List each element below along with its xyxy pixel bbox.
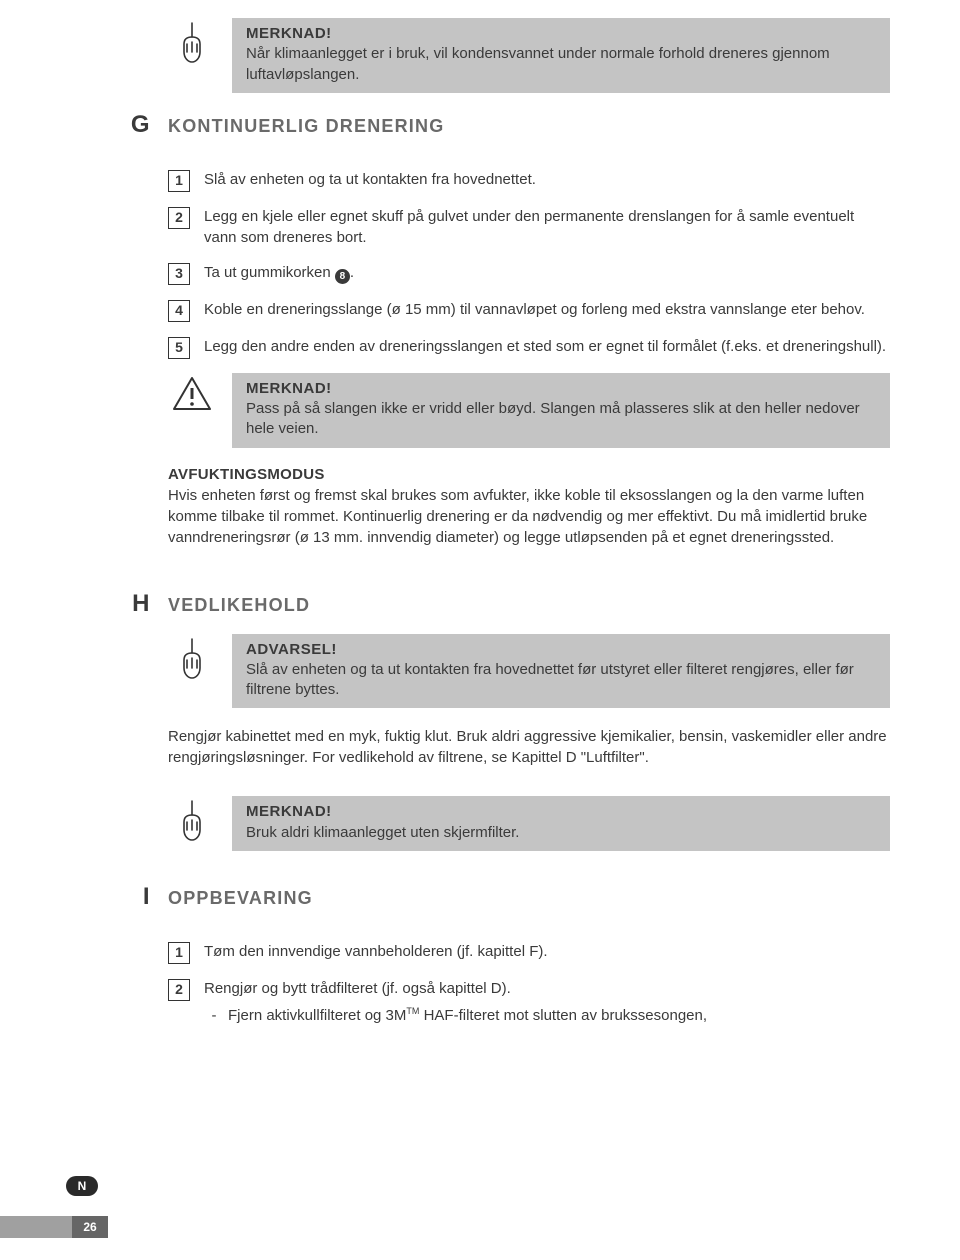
- step-text: Legg en kjele eller egnet skuff på gulve…: [204, 206, 890, 248]
- step-g-5: 5 Legg den andre enden av dreneringsslan…: [168, 336, 890, 359]
- section-heading-h: VEDLIKEHOLD: [168, 595, 310, 616]
- step-text: Legg den andre enden av dreneringsslange…: [204, 336, 890, 357]
- step-number: 2: [168, 979, 190, 1001]
- step-text: Slå av enheten og ta ut kontakten fra ho…: [204, 169, 890, 190]
- section-heading-g: KONTINUERLIG DRENERING: [168, 116, 444, 137]
- reference-circle-8: 8: [335, 269, 350, 284]
- callout-title: ADVARSEL!: [246, 641, 337, 658]
- step-number: 1: [168, 170, 190, 192]
- callout-merknad-1: MERKNAD! Når klimaanlegget er i bruk, vi…: [168, 18, 890, 93]
- callout-advarsel: ADVARSEL! Slå av enheten og ta ut kontak…: [168, 634, 890, 709]
- callout-merknad-2: MERKNAD! Pass på så slangen ikke er vrid…: [168, 373, 890, 448]
- section-h-header: H VEDLIKEHOLD: [40, 590, 890, 618]
- page-number: 26: [72, 1216, 108, 1238]
- step-text-part: Ta ut gummikorken: [204, 264, 335, 281]
- section-letter-i: I: [40, 883, 168, 911]
- step-number: 5: [168, 337, 190, 359]
- callout-merknad-3: MERKNAD! Bruk aldri klimaanlegget uten s…: [168, 796, 890, 851]
- callout-body: Når klimaanlegget er i bruk, vil kondens…: [246, 45, 830, 82]
- step-i-1: 1 Tøm den innvendige vannbeholderen (jf.…: [168, 941, 890, 964]
- paragraph-avfukting: Hvis enheten først og fremst skal brukes…: [168, 485, 890, 548]
- section-i-header: I OPPBEVARING: [40, 883, 890, 911]
- hand-point-icon: [168, 18, 216, 66]
- step-text: Rengjør og bytt trådfilteret (jf. også k…: [204, 978, 890, 999]
- hand-point-icon: [168, 634, 216, 682]
- step-number: 1: [168, 942, 190, 964]
- callout-body: Bruk aldri klimaanlegget uten skjermfilt…: [246, 824, 519, 841]
- step-g-4: 4 Koble en dreneringsslange (ø 15 mm) ti…: [168, 299, 890, 322]
- warning-triangle-icon: [168, 373, 216, 413]
- callout-body: Slå av enheten og ta ut kontakten fra ho…: [246, 661, 854, 698]
- bullet-text: Fjern aktivkullfilteret og 3MTM HAF-filt…: [228, 1005, 707, 1026]
- step-g-3: 3 Ta ut gummikorken 8.: [168, 262, 890, 285]
- step-text-part: .: [350, 264, 354, 281]
- step-text: Koble en dreneringsslange (ø 15 mm) til …: [204, 299, 890, 320]
- bullet-text-part: HAF-filteret mot slutten av brukssesonge…: [419, 1007, 707, 1024]
- trademark-symbol: TM: [406, 1006, 419, 1016]
- step-g-1: 1 Slå av enheten og ta ut kontakten fra …: [168, 169, 890, 192]
- subheading-avfukting: AVFUKTINGSMODUS: [168, 466, 890, 483]
- section-heading-i: OPPBEVARING: [168, 888, 313, 909]
- section-letter-g: G: [40, 111, 168, 139]
- language-badge: N: [66, 1176, 98, 1196]
- section-g-header: G KONTINUERLIG DRENERING: [40, 111, 890, 139]
- step-i-2: 2 Rengjør og bytt trådfilteret (jf. også…: [168, 978, 890, 1001]
- callout-title: MERKNAD!: [246, 803, 332, 820]
- step-text: Ta ut gummikorken 8.: [204, 262, 890, 285]
- step-number: 2: [168, 207, 190, 229]
- bullet-text-part: Fjern aktivkullfilteret og 3M: [228, 1007, 406, 1024]
- paragraph-rengjor: Rengjør kabinettet med en myk, fuktig kl…: [168, 726, 890, 768]
- bullet-dash: -: [200, 1005, 228, 1026]
- callout-title: MERKNAD!: [246, 25, 332, 42]
- callout-body: Pass på så slangen ikke er vridd eller b…: [246, 400, 860, 437]
- step-number: 4: [168, 300, 190, 322]
- callout-title: MERKNAD!: [246, 380, 332, 397]
- section-letter-h: H: [40, 590, 168, 618]
- step-number: 3: [168, 263, 190, 285]
- hand-point-icon: [168, 796, 216, 844]
- step-text: Tøm den innvendige vannbeholderen (jf. k…: [204, 941, 890, 962]
- step-g-2: 2 Legg en kjele eller egnet skuff på gul…: [168, 206, 890, 248]
- bullet-i-2-1: - Fjern aktivkullfilteret og 3MTM HAF-fi…: [200, 1005, 890, 1026]
